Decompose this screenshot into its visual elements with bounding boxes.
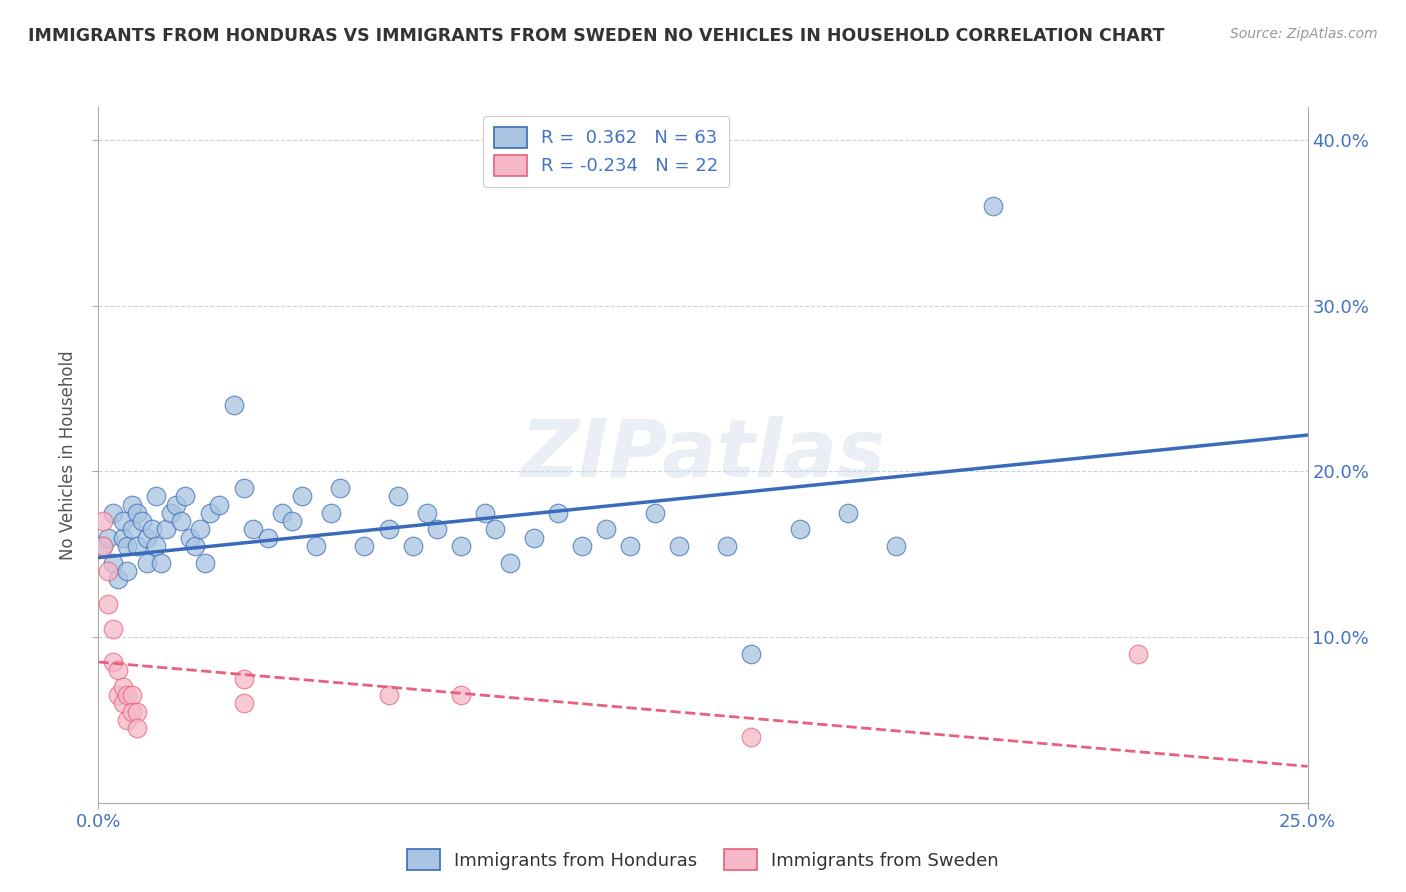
Point (319, 506, 342, 520)
Point (484, 523, 506, 537)
Point (111, 697, 134, 711)
Point (131, 514, 153, 528)
Y-axis label: No Vehicles in Household: No Vehicles in Household (59, 350, 77, 560)
Point (97, 531, 120, 545)
Point (188, 523, 211, 537)
Legend: Immigrants from Honduras, Immigrants from Sweden: Immigrants from Honduras, Immigrants fro… (399, 842, 1007, 877)
Point (740, 730, 762, 744)
Point (305, 539, 328, 553)
Point (150, 556, 173, 570)
Point (450, 539, 472, 553)
Point (232, 697, 254, 711)
Point (595, 523, 617, 537)
Point (668, 539, 690, 553)
Point (107, 572, 129, 586)
Point (169, 514, 191, 528)
Point (111, 531, 134, 545)
Point (837, 506, 859, 520)
Point (101, 622, 124, 636)
Point (271, 506, 294, 520)
Point (184, 539, 207, 553)
Point (242, 523, 264, 537)
Point (117, 688, 139, 702)
Point (117, 539, 139, 553)
Point (281, 514, 304, 528)
Point (117, 713, 139, 727)
Point (111, 680, 134, 694)
Point (91, 514, 114, 528)
Point (97, 564, 120, 578)
Point (135, 556, 157, 570)
Point (111, 514, 134, 528)
Point (353, 539, 375, 553)
Text: Source: ZipAtlas.com: Source: ZipAtlas.com (1230, 27, 1378, 41)
Point (127, 705, 149, 719)
Point (498, 556, 520, 570)
Point (198, 506, 221, 520)
Point (141, 523, 163, 537)
Point (416, 506, 439, 520)
Point (290, 489, 312, 503)
Point (474, 506, 496, 520)
Point (127, 506, 149, 520)
Point (107, 688, 129, 702)
Point (426, 523, 449, 537)
Point (194, 556, 217, 570)
Point (121, 498, 143, 512)
Point (101, 655, 124, 669)
Point (121, 705, 143, 719)
Point (547, 506, 569, 520)
Point (208, 498, 231, 512)
Point (101, 556, 124, 570)
Point (387, 489, 409, 503)
Point (121, 523, 143, 537)
Point (789, 523, 811, 537)
Text: IMMIGRANTS FROM HONDURAS VS IMMIGRANTS FROM SWEDEN NO VEHICLES IN HOUSEHOLD CORR: IMMIGRANTS FROM HONDURAS VS IMMIGRANTS F… (28, 27, 1164, 45)
Point (644, 506, 666, 520)
Point (377, 688, 399, 702)
Point (377, 523, 399, 537)
Point (222, 398, 245, 412)
Point (145, 539, 167, 553)
Point (981, 199, 1004, 213)
Point (91, 539, 114, 553)
Point (716, 539, 738, 553)
Point (740, 647, 762, 661)
Point (256, 531, 278, 545)
Point (619, 539, 641, 553)
Point (107, 663, 129, 677)
Point (135, 531, 157, 545)
Point (160, 506, 183, 520)
Point (145, 489, 167, 503)
Point (174, 489, 197, 503)
Point (232, 672, 254, 686)
Point (450, 688, 472, 702)
Point (329, 481, 352, 495)
Point (117, 564, 139, 578)
Point (121, 688, 143, 702)
Point (571, 539, 593, 553)
Point (91, 539, 114, 553)
Point (165, 498, 187, 512)
Text: ZIPatlas: ZIPatlas (520, 416, 886, 494)
Point (886, 539, 908, 553)
Point (155, 523, 177, 537)
Point (232, 481, 254, 495)
Point (1128, 647, 1150, 661)
Point (179, 531, 201, 545)
Point (523, 531, 546, 545)
Point (127, 721, 149, 735)
Point (97, 597, 120, 611)
Point (127, 539, 149, 553)
Point (101, 506, 124, 520)
Point (402, 539, 425, 553)
